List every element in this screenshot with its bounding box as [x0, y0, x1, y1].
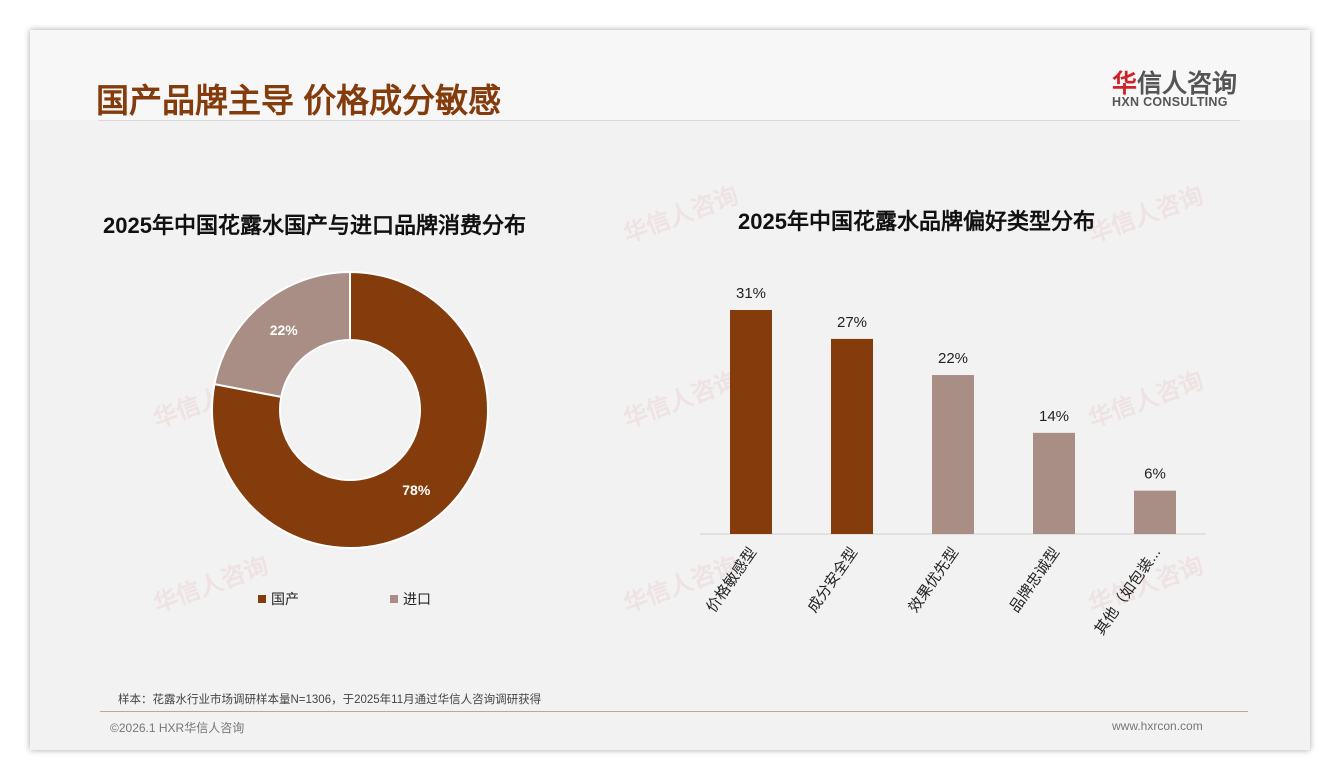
legend-label-0: 国产	[271, 591, 299, 607]
x-tick-0: 价格敏感型	[703, 545, 760, 616]
legend-label-1: 进口	[403, 591, 431, 607]
copyright: ©2026.1 HXR华信人咨询	[110, 721, 245, 735]
x-tick-4: 其他（如包装...	[1092, 545, 1165, 639]
bar-0	[730, 310, 772, 534]
divider	[98, 120, 1240, 121]
bar-1	[831, 338, 873, 534]
bar-title: 2025年中国花露水品牌偏好类型分布	[738, 209, 1095, 234]
bar-2	[932, 375, 974, 534]
logo: 华信人咨询	[1112, 70, 1238, 98]
donut-title: 2025年中国花露水国产与进口品牌消费分布	[103, 213, 526, 238]
x-tick-2: 效果优先型	[905, 545, 962, 616]
donut-label-1: 22%	[270, 322, 299, 338]
charts: 78% 国产 22% 进口 31% 价格敏感型 27% 成分安全型 22% 效果优先型 14% 品牌忠…	[211, 270, 1206, 639]
sample-note: 样本：花露水行业市场调研样本量N=1306，于2025年11月通过华信人咨询调研…	[118, 694, 542, 706]
bar-3	[1033, 432, 1075, 534]
donut-slice-0	[211, 270, 489, 549]
bar-label-3: 14%	[1039, 408, 1069, 425]
legend-marker-0	[258, 595, 266, 603]
bar-label-0: 31%	[736, 285, 766, 302]
bar-label-1: 27%	[837, 314, 867, 331]
donut-label-0: 78%	[402, 482, 431, 498]
page-title: 国产品牌主导 价格成分敏感	[96, 82, 502, 119]
footer-divider	[100, 711, 1248, 712]
bar-label-4: 6%	[1144, 466, 1166, 483]
donut-slice-1	[213, 270, 351, 399]
x-tick-3: 品牌忠诚型	[1006, 545, 1063, 616]
logo-subtitle: HXN CONSULTING	[1112, 95, 1228, 109]
slide: 国产品牌主导 价格成分敏感 华信人咨询 HXN CONSULTING 华信人咨询…	[30, 30, 1310, 750]
website: www.hxrcon.com	[1112, 719, 1203, 733]
x-tick-1: 成分安全型	[804, 544, 862, 616]
legend-marker-1	[390, 595, 398, 603]
bar-label-2: 22%	[938, 350, 968, 367]
bar-4	[1134, 490, 1176, 534]
header	[30, 30, 1310, 120]
